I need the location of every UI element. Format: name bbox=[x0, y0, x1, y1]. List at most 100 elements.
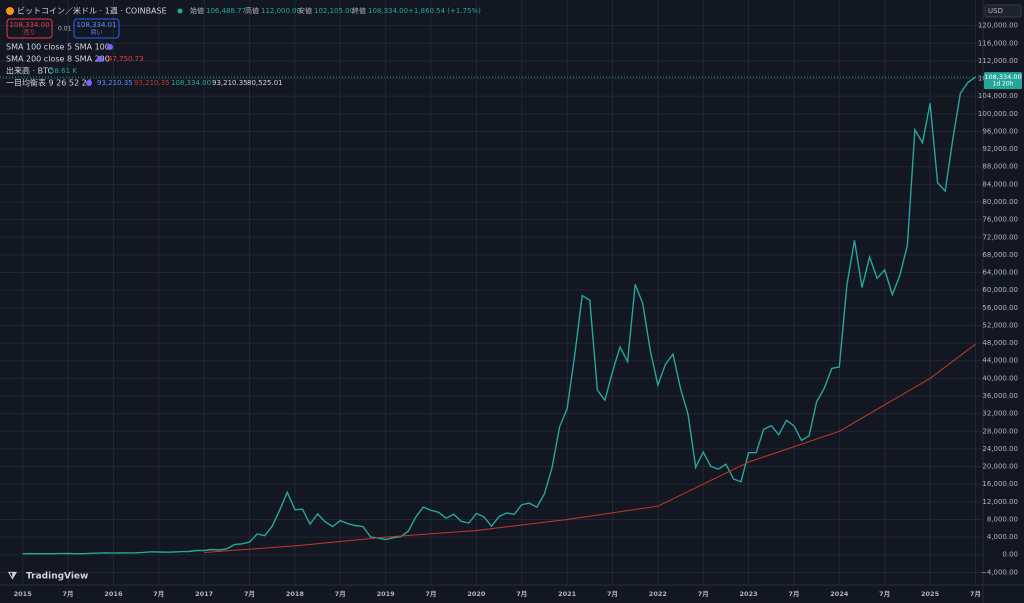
ohlc-label: 高値 bbox=[245, 6, 259, 15]
y-tick-label: 0.00 bbox=[1002, 551, 1018, 559]
y-tick-label: 92,000.00 bbox=[982, 145, 1018, 153]
x-tick-label: 2021 bbox=[558, 590, 577, 598]
currency[interactable]: USD bbox=[988, 7, 1003, 15]
x-tick-label: 7月 bbox=[698, 590, 709, 598]
y-tick-label: 52,000.00 bbox=[982, 321, 1018, 329]
indicator-value: 108,334.00 bbox=[171, 79, 211, 87]
y-tick-label: 76,000.00 bbox=[982, 216, 1018, 224]
x-tick-label: 7月 bbox=[788, 590, 799, 598]
sell-button[interactable] bbox=[6, 18, 53, 39]
countdown: 1d 20h bbox=[993, 81, 1014, 88]
y-tick-label: 16,000.00 bbox=[982, 480, 1018, 488]
indicator-value: 47,750.73 bbox=[108, 55, 144, 63]
grid bbox=[0, 0, 983, 585]
ohlc-label: 安値 bbox=[298, 6, 312, 15]
x-tick-label: 7月 bbox=[970, 590, 981, 598]
indicator-icon bbox=[97, 56, 103, 62]
x-tick-label: 2023 bbox=[740, 590, 758, 598]
ohlc-value: 106,488.77 bbox=[206, 7, 246, 15]
y-tick-label: 88,000.00 bbox=[982, 163, 1018, 171]
y-tick-label: 84,000.00 bbox=[982, 180, 1018, 188]
ohlc-label: 始値 bbox=[190, 6, 204, 15]
x-tick-label: 2017 bbox=[195, 590, 213, 598]
ohlc-label: 終値 bbox=[352, 6, 366, 15]
y-tick-label: 56,000.00 bbox=[982, 304, 1018, 312]
x-tick-label: 2019 bbox=[377, 590, 396, 598]
logo: ⧩ bbox=[7, 571, 17, 582]
indicator: 出来高 · BTC bbox=[6, 66, 54, 76]
indicator-value: 58.61 K bbox=[50, 67, 77, 75]
y-tick-label: 48,000.00 bbox=[982, 339, 1018, 347]
coin-icon bbox=[6, 7, 14, 15]
y-tick-label: 44,000.00 bbox=[982, 357, 1018, 365]
y-tick-label: 80,000.00 bbox=[982, 198, 1018, 206]
sell-price[interactable]: 108,334.00 bbox=[9, 21, 49, 29]
indicator: SMA 200 close 8 SMA 200 bbox=[6, 55, 110, 64]
y-tick-label: 24,000.00 bbox=[982, 445, 1018, 453]
y-tick-label: 4,000.00 bbox=[987, 533, 1018, 541]
x-tick-label: 7月 bbox=[516, 590, 527, 598]
x-tick-label: 7月 bbox=[425, 590, 436, 598]
y-tick-label: 104,000.00 bbox=[978, 92, 1018, 100]
y-tick-label: 36,000.00 bbox=[982, 392, 1018, 400]
buy-price[interactable]: 108,334.01 bbox=[76, 21, 116, 29]
indicator-value: 93,210.35 bbox=[97, 79, 133, 87]
x-tick-label: 2015 bbox=[14, 590, 33, 598]
indicator-icon bbox=[86, 80, 92, 86]
x-tick-label: 7月 bbox=[153, 590, 164, 598]
y-tick-label: 64,000.00 bbox=[982, 269, 1018, 277]
currency-button[interactable] bbox=[984, 4, 1022, 18]
y-tick-label: 20,000.00 bbox=[982, 463, 1018, 471]
y-tick-label: 112,000.00 bbox=[978, 57, 1018, 65]
y-tick-label: 60,000.00 bbox=[982, 286, 1018, 294]
symbol: ビットコイン／米ドル · 1週 · COINBASE bbox=[17, 6, 167, 16]
y-tick-label: 100,000.00 bbox=[978, 110, 1018, 118]
x-tick-label: 2022 bbox=[649, 590, 667, 598]
y-tick-label: 8,000.00 bbox=[987, 515, 1018, 523]
buy-label[interactable]: 買い bbox=[90, 30, 102, 37]
ohlc-value: 108,334.00 bbox=[368, 7, 408, 15]
ohlc-value: 102,105.00 bbox=[314, 7, 354, 15]
y-tick-label: 28,000.00 bbox=[982, 427, 1018, 435]
y-tick-label: 12,000.00 bbox=[982, 498, 1018, 506]
plot bbox=[0, 76, 983, 555]
y-tick-label: 40,000.00 bbox=[982, 374, 1018, 382]
status-dot bbox=[177, 8, 183, 14]
indicator: 一目均衡表 9 26 52 26 bbox=[6, 78, 92, 88]
y-tick-label: 120,000.00 bbox=[978, 22, 1018, 30]
x-tick-label: 2018 bbox=[286, 590, 305, 598]
sell-label[interactable]: 売り bbox=[23, 29, 35, 37]
last-price-label: 108,334.00 bbox=[984, 73, 1021, 81]
buy-button[interactable] bbox=[73, 18, 120, 39]
x-tick-label: 2024 bbox=[830, 590, 849, 598]
x-tick-label: 2025 bbox=[921, 590, 940, 598]
series-line bbox=[204, 343, 976, 553]
y-tick-label: 72,000.00 bbox=[982, 233, 1018, 241]
y-tick-label: 68,000.00 bbox=[982, 251, 1018, 259]
x-tick-label: 2020 bbox=[467, 590, 486, 598]
y-tick-label: 116,000.00 bbox=[978, 39, 1018, 47]
x-tick-label: 7月 bbox=[63, 590, 74, 598]
indicator-value: 93,210.35 bbox=[134, 79, 170, 87]
y-tick-label: 96,000.00 bbox=[982, 127, 1018, 135]
spread: 0.01 bbox=[58, 26, 72, 33]
y-tick-label: −4,000.00 bbox=[981, 568, 1018, 576]
change: +1,860.54 (+1.75%) bbox=[408, 7, 481, 15]
last-price-tag bbox=[984, 72, 1022, 90]
indicator: SMA 100 close 5 SMA 100 bbox=[6, 43, 110, 52]
indicator-value: 93,210.35 bbox=[212, 79, 248, 87]
indicator-value: 80,525.01 bbox=[247, 79, 283, 87]
x-tick-label: 7月 bbox=[879, 590, 890, 598]
x-tick-label: 7月 bbox=[244, 590, 255, 598]
x-tick-label: 7月 bbox=[335, 590, 346, 598]
y-tick-label: 32,000.00 bbox=[982, 410, 1018, 418]
ohlc-value: 112,000.00 bbox=[261, 7, 301, 15]
series-line bbox=[22, 76, 976, 555]
logo: TradingView bbox=[26, 572, 88, 582]
x-tick-label: 7月 bbox=[607, 590, 618, 598]
indicator-icon bbox=[107, 44, 113, 50]
x-tick-label: 2016 bbox=[104, 590, 123, 598]
